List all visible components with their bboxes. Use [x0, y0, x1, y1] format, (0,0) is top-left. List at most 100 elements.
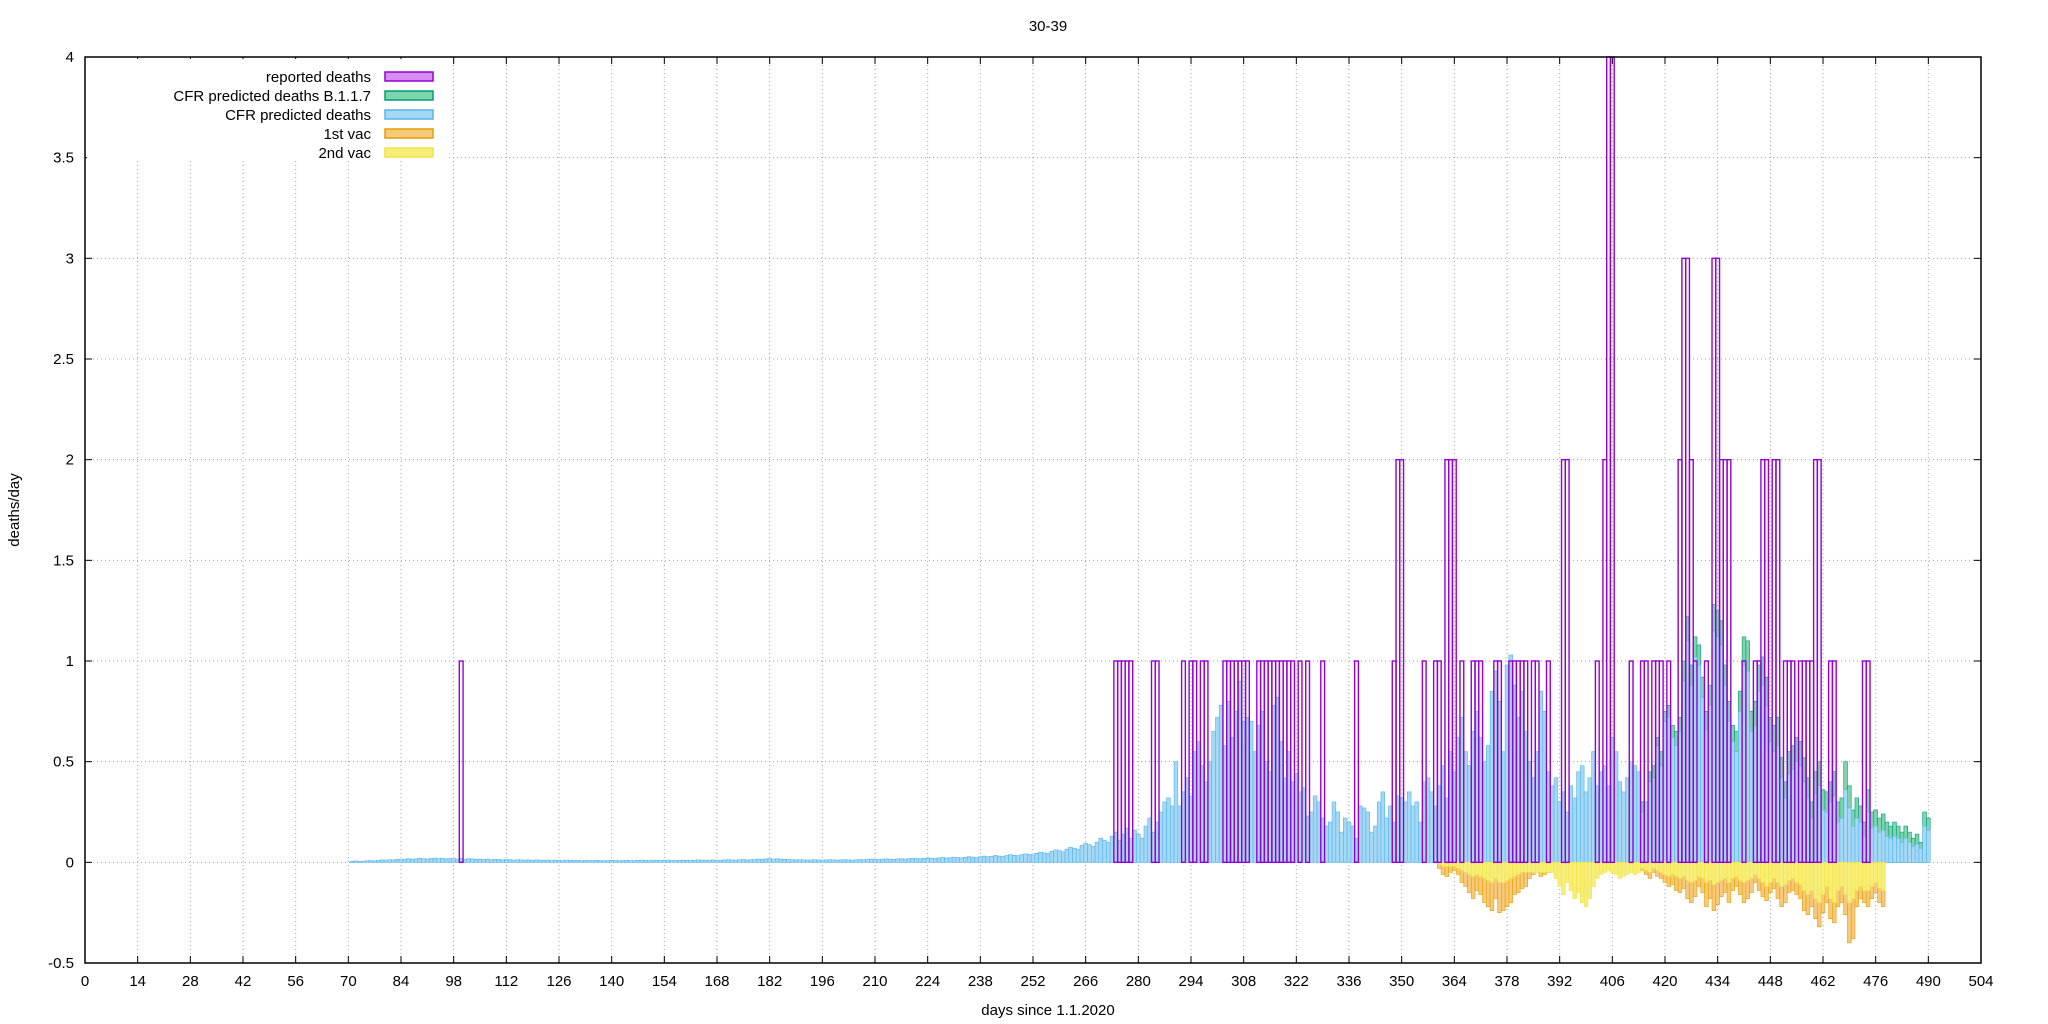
bar-cfr-predicted-deaths: [842, 859, 848, 863]
bar-cfr-predicted-deaths: [1873, 825, 1878, 863]
bar-cfr-predicted-deaths: [553, 859, 558, 863]
bar-cfr-predicted-deaths: [1015, 855, 1021, 863]
bar-cfr-predicted-deaths: [929, 858, 934, 863]
bar-2nd-vac: [1696, 862, 1702, 877]
bar-2nd-vac: [1617, 862, 1623, 879]
bar-cfr-predicted-deaths: [884, 858, 889, 863]
bar-cfr-predicted-deaths: [974, 857, 979, 863]
bar-2nd-vac: [1497, 862, 1502, 883]
bar-cfr-predicted-deaths: [560, 860, 565, 863]
bar-reported-deaths: [1496, 660, 1503, 864]
bar-cfr-predicted-deaths: [1173, 761, 1179, 863]
legend-label: 1st vac: [323, 126, 371, 143]
y-tick-label: 0: [66, 854, 74, 871]
chart-title: 30-39: [1029, 18, 1067, 35]
bar-2nd-vac: [1677, 862, 1683, 879]
bar-cfr-predicted-deaths: [910, 858, 915, 863]
x-tick-label: 392: [1547, 973, 1572, 990]
bar-2nd-vac: [1674, 862, 1679, 877]
bar-cfr-predicted-deaths: [1143, 825, 1149, 863]
bar-2nd-vac: [1835, 862, 1841, 891]
bar-reported-deaths: [1478, 660, 1484, 864]
legend-swatch: [384, 90, 434, 101]
bar-cfr-predicted-deaths: [948, 857, 953, 863]
bar-cfr-predicted-deaths: [1881, 829, 1886, 863]
bar-2nd-vac: [1802, 862, 1807, 891]
bar-cfr-predicted-deaths: [707, 859, 712, 863]
bar-cfr-predicted-deaths: [944, 857, 949, 863]
bar-cfr-predicted-deaths: [696, 859, 701, 863]
legend-label: 2nd vac: [318, 145, 371, 162]
bar-cfr-predicted-deaths: [887, 858, 893, 863]
x-tick-label: 182: [757, 973, 782, 990]
bar-cfr-predicted-deaths: [609, 860, 614, 863]
bar-reported-deaths: [1628, 660, 1634, 864]
bar-cfr-predicted-deaths: [722, 859, 727, 863]
bar-cfr-predicted-deaths: [443, 858, 449, 863]
bar-cfr-predicted-deaths: [368, 860, 374, 863]
bar-2nd-vac: [1809, 862, 1814, 891]
bar-cfr-predicted-deaths: [1346, 821, 1352, 863]
bar-2nd-vac: [1478, 862, 1483, 877]
bar-2nd-vac: [1854, 862, 1860, 891]
bar-2nd-vac: [1527, 862, 1532, 873]
bar-cfr-predicted-deaths: [1576, 771, 1581, 863]
x-tick-label: 322: [1284, 973, 1309, 990]
bar-2nd-vac: [1640, 862, 1645, 869]
bar-cfr-predicted-deaths: [568, 860, 573, 863]
x-tick-label: 350: [1389, 973, 1414, 990]
bar-cfr-predicted-deaths: [1407, 791, 1412, 863]
bar-cfr-predicted-deaths: [1339, 831, 1344, 863]
bar-cfr-predicted-deaths: [492, 859, 498, 863]
bar-cfr-predicted-deaths: [684, 860, 690, 863]
x-tick-label: 280: [1126, 973, 1151, 990]
x-tick-label: 56: [287, 973, 304, 990]
bar-2nd-vac: [1771, 862, 1777, 879]
x-tick-label: 42: [235, 973, 252, 990]
bar-cfr-predicted-deaths: [801, 859, 806, 863]
bar-reported-deaths: [1244, 660, 1251, 864]
bar-cfr-predicted-deaths: [410, 859, 415, 863]
bar-cfr-predicted-deaths: [417, 858, 422, 863]
bar-cfr-predicted-deaths: [477, 858, 483, 863]
bar-reported-deaths: [1320, 660, 1326, 864]
bar-cfr-predicted-deaths: [914, 858, 919, 863]
bar-2nd-vac: [1538, 862, 1544, 873]
x-tick-label: 252: [1020, 973, 1045, 990]
bar-reported-deaths: [1658, 660, 1664, 864]
bar-reported-deaths: [1831, 660, 1837, 864]
bar-2nd-vac: [1516, 862, 1521, 875]
bar-cfr-predicted-deaths: [489, 859, 494, 863]
bar-2nd-vac: [1644, 862, 1649, 871]
bar-cfr-predicted-deaths: [1907, 841, 1912, 863]
bar-cfr-predicted-deaths: [583, 860, 588, 863]
bar-2nd-vac: [1625, 862, 1630, 875]
bar-cfr-predicted-deaths: [1000, 856, 1006, 863]
y-tick-label: 2: [66, 452, 74, 469]
bar-2nd-vac: [1651, 862, 1656, 869]
x-tick-label: 490: [1916, 973, 1941, 990]
bar-2nd-vac: [1613, 862, 1619, 875]
bar-cfr-predicted-deaths: [361, 860, 366, 863]
bar-2nd-vac: [1655, 862, 1660, 871]
bar-reported-deaths: [1436, 660, 1442, 864]
bar-cfr-predicted-deaths: [711, 859, 716, 863]
bar-cfr-predicted-deaths: [759, 859, 765, 863]
bar-2nd-vac: [1689, 862, 1694, 883]
bar-cfr-predicted-deaths: [1094, 841, 1100, 863]
bar-2nd-vac: [1572, 862, 1577, 899]
bar-cfr-predicted-deaths: [865, 859, 870, 863]
bar-2nd-vac: [1786, 862, 1792, 881]
bar-cfr-predicted-deaths: [850, 859, 855, 863]
bar-cfr-predicted-deaths: [395, 859, 400, 863]
bar-cfr-predicted-deaths: [519, 859, 524, 863]
bar-cfr-predicted-deaths: [425, 858, 430, 863]
bar-2nd-vac: [1606, 862, 1611, 871]
bar-cfr-predicted-deaths: [1734, 751, 1739, 863]
bar-cfr-predicted-deaths: [793, 859, 799, 863]
bar-2nd-vac: [1587, 862, 1592, 899]
axis-ticks: 0 14 28 42 56 70 84 98 112 126 140 154 168 182 196 210 2…: [48, 49, 1993, 990]
bar-cfr-predicted-deaths: [1583, 791, 1589, 863]
bar-2nd-vac: [1636, 862, 1641, 873]
bar-cfr-predicted-deaths: [1922, 825, 1927, 863]
